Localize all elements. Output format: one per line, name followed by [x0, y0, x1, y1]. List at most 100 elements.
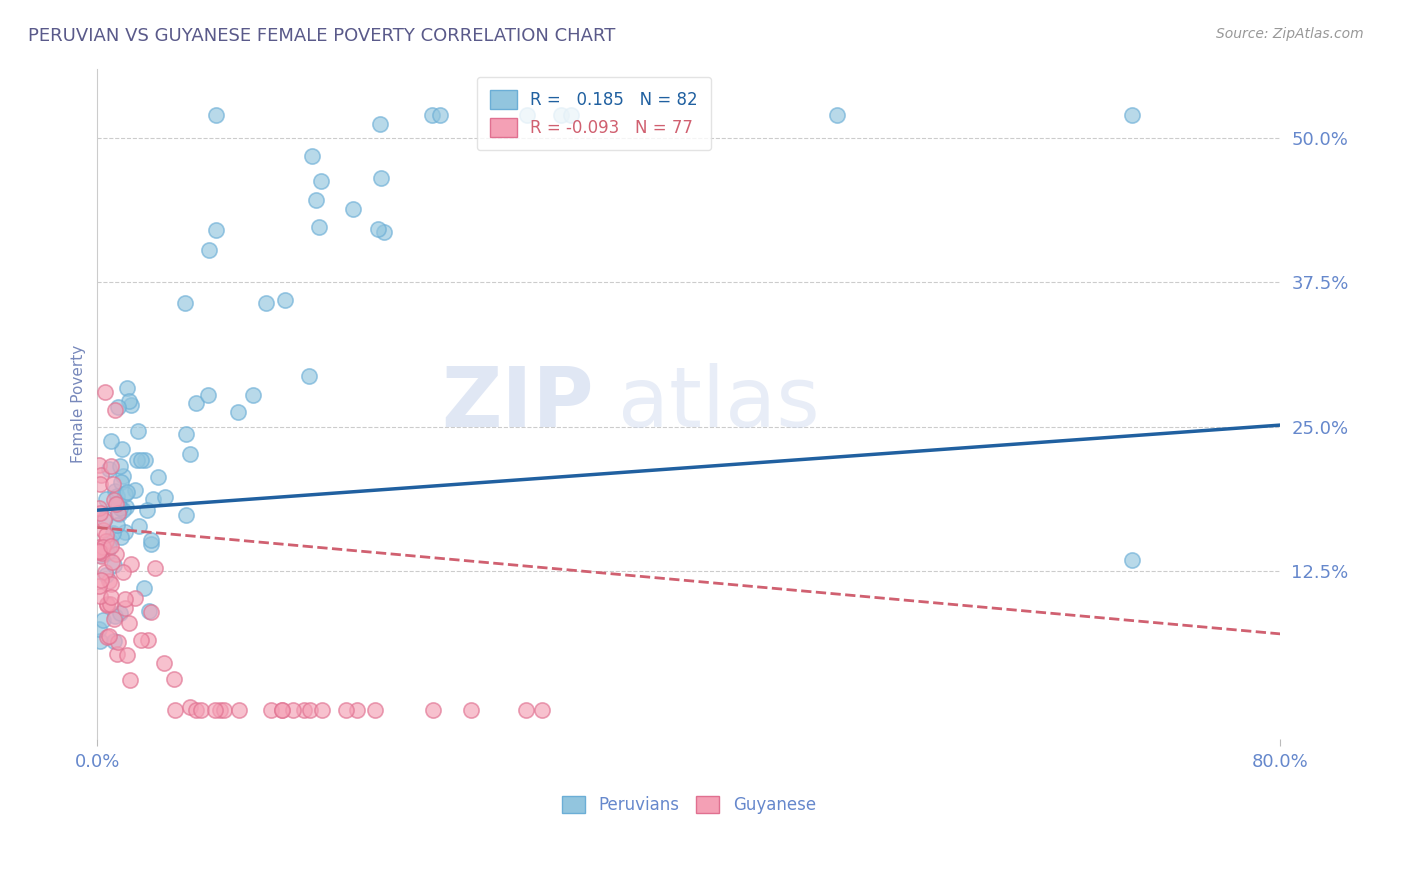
Point — [163, 672, 186, 686]
Point — [311, 703, 333, 717]
Point — [179, 700, 201, 714]
Point — [141, 537, 163, 551]
Point — [94, 565, 117, 579]
Point — [129, 632, 152, 647]
Point — [107, 635, 129, 649]
Point — [420, 108, 443, 122]
Point — [305, 193, 328, 207]
Point — [114, 524, 136, 539]
Point — [108, 500, 131, 515]
Point — [531, 703, 554, 717]
Point — [117, 484, 139, 499]
Point — [100, 540, 122, 554]
Point — [342, 202, 364, 217]
Point — [124, 483, 146, 498]
Point — [87, 622, 110, 636]
Point — [129, 453, 152, 467]
Point — [363, 703, 385, 717]
Point — [138, 604, 160, 618]
Point — [103, 558, 125, 572]
Point — [93, 385, 115, 400]
Point — [125, 453, 148, 467]
Point — [198, 243, 221, 257]
Point — [90, 573, 112, 587]
Point — [89, 477, 111, 491]
Point — [368, 117, 391, 131]
Point — [120, 398, 142, 412]
Point — [107, 507, 129, 521]
Point — [107, 506, 129, 520]
Point — [89, 506, 111, 520]
Point — [103, 493, 125, 508]
Point — [96, 492, 118, 507]
Point — [281, 703, 304, 717]
Point — [273, 293, 295, 307]
Point — [335, 703, 357, 717]
Text: atlas: atlas — [617, 363, 820, 444]
Point — [186, 396, 208, 410]
Point — [127, 424, 149, 438]
Text: ZIP: ZIP — [441, 363, 595, 444]
Text: PERUVIAN VS GUYANESE FEMALE POVERTY CORRELATION CHART: PERUVIAN VS GUYANESE FEMALE POVERTY CORR… — [28, 27, 616, 45]
Point — [89, 633, 111, 648]
Point — [87, 545, 110, 559]
Point — [118, 673, 141, 687]
Point — [174, 508, 197, 523]
Point — [163, 703, 186, 717]
Point — [311, 174, 333, 188]
Point — [87, 544, 110, 558]
Point — [91, 613, 114, 627]
Point — [98, 533, 121, 548]
Point — [367, 222, 389, 236]
Point — [174, 427, 197, 442]
Point — [94, 527, 117, 541]
Point — [212, 703, 235, 717]
Point — [197, 388, 219, 402]
Point — [110, 531, 132, 545]
Point — [141, 533, 163, 547]
Point — [104, 484, 127, 499]
Point — [114, 600, 136, 615]
Legend: Peruvians, Guyanese: Peruvians, Guyanese — [554, 788, 824, 822]
Point — [134, 581, 156, 595]
Point — [101, 477, 124, 491]
Point — [346, 703, 368, 717]
Point — [108, 458, 131, 473]
Point — [112, 503, 135, 517]
Point — [270, 703, 292, 717]
Point — [96, 630, 118, 644]
Point — [124, 591, 146, 605]
Point — [100, 576, 122, 591]
Point — [94, 567, 117, 582]
Point — [110, 475, 132, 489]
Point — [112, 565, 135, 579]
Point — [100, 434, 122, 448]
Point — [105, 547, 128, 561]
Point — [208, 703, 231, 717]
Point — [373, 225, 395, 239]
Point — [87, 540, 110, 554]
Point — [111, 468, 134, 483]
Point — [115, 382, 138, 396]
Point — [516, 108, 538, 122]
Point — [292, 703, 315, 717]
Point — [153, 490, 176, 504]
Y-axis label: Female Poverty: Female Poverty — [72, 344, 86, 463]
Point — [98, 629, 121, 643]
Point — [298, 703, 321, 717]
Point — [100, 459, 122, 474]
Point — [270, 703, 292, 717]
Point — [91, 546, 114, 560]
Point — [550, 108, 572, 122]
Point — [256, 296, 278, 310]
Point — [115, 648, 138, 662]
Point — [1121, 553, 1143, 567]
Point — [301, 149, 323, 163]
Point — [89, 549, 111, 564]
Point — [89, 589, 111, 603]
Point — [146, 470, 169, 484]
Point — [153, 656, 176, 670]
Point — [93, 513, 115, 527]
Point — [204, 108, 226, 122]
Point — [98, 540, 121, 554]
